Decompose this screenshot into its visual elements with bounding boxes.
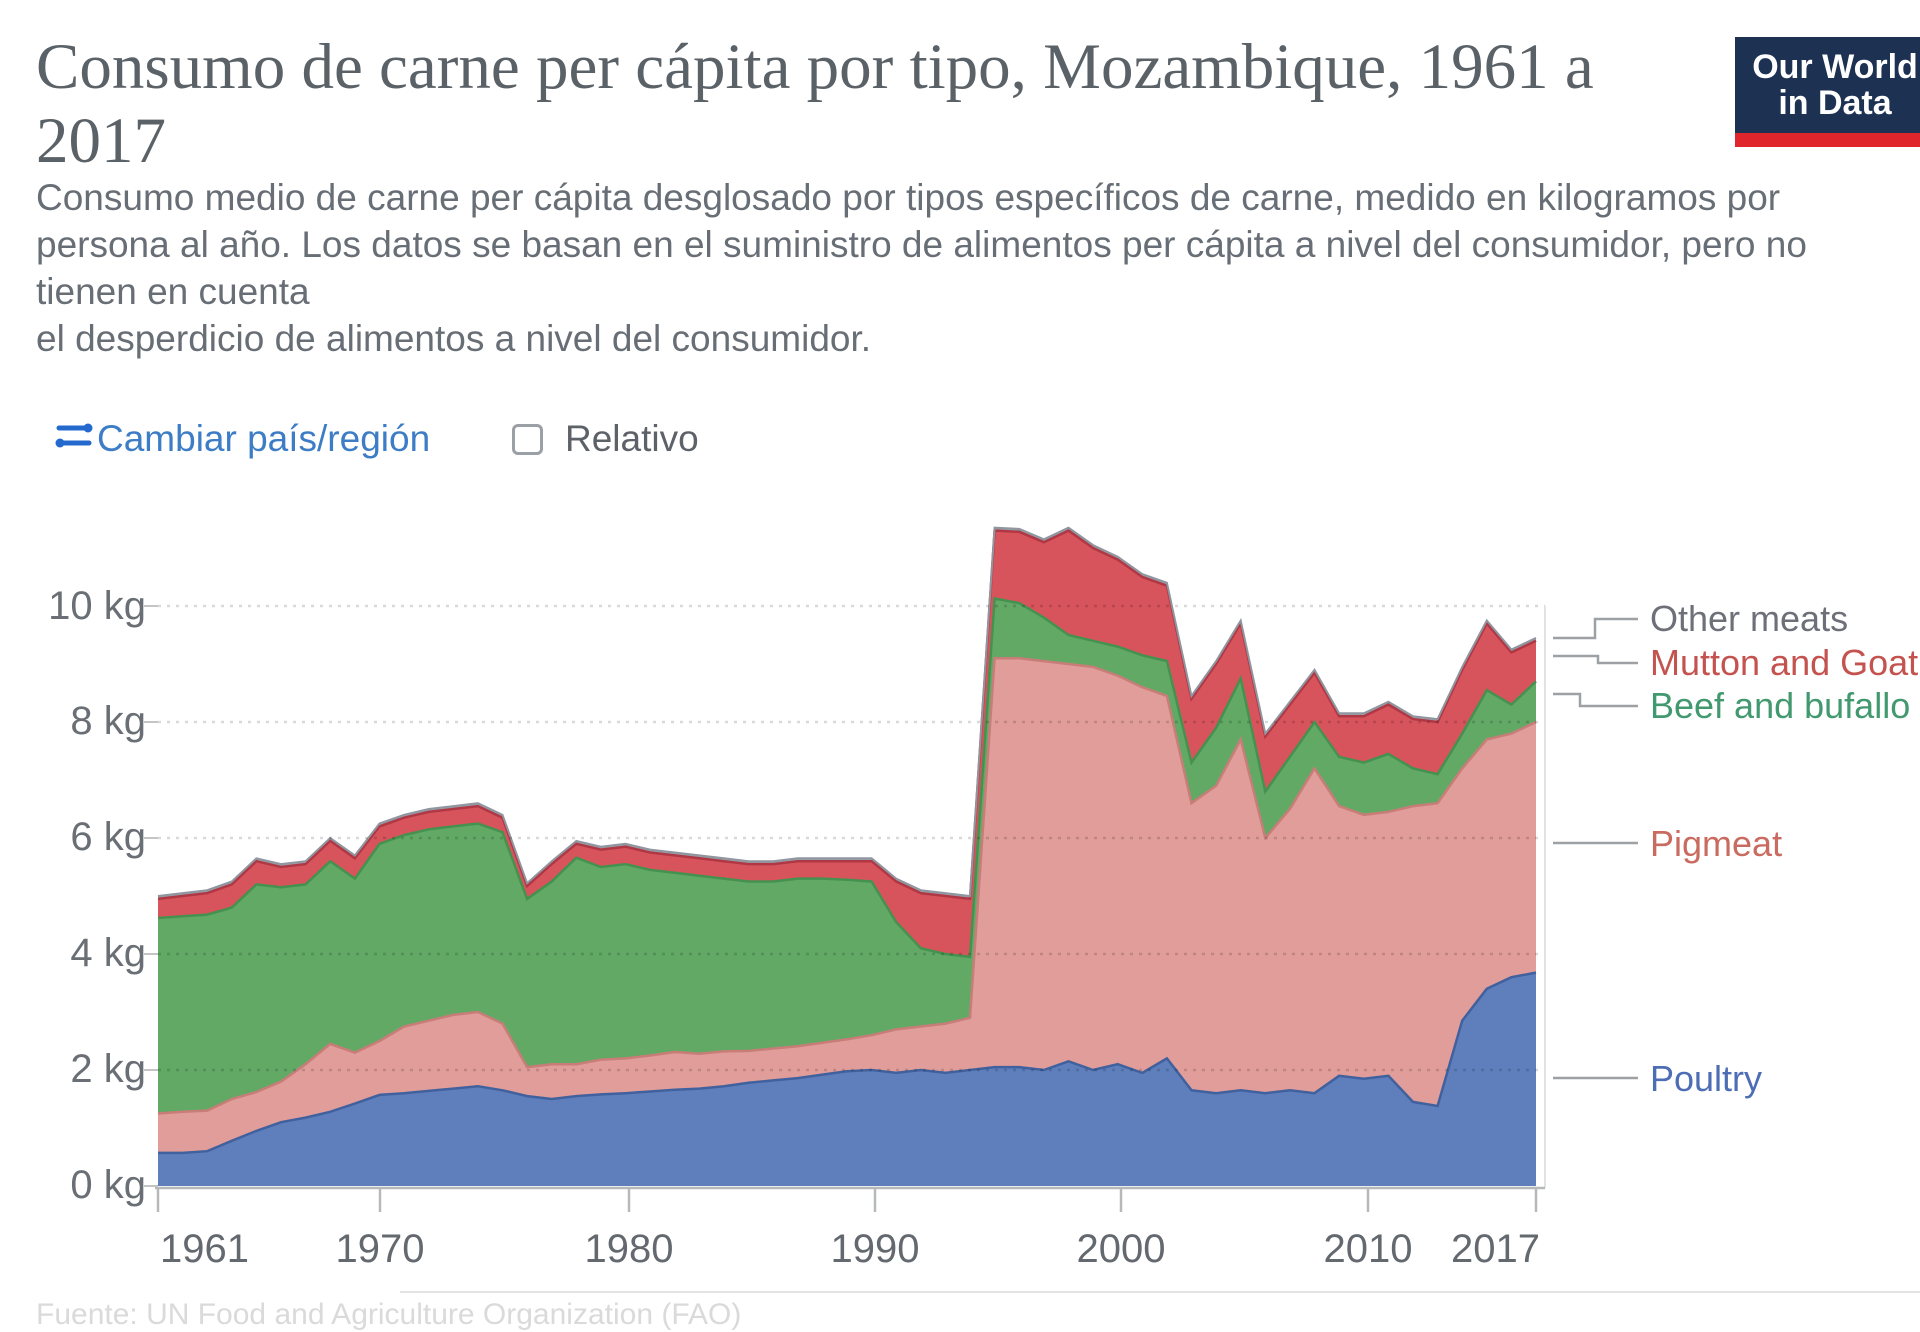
svg-text:2010: 2010 (1324, 1227, 1413, 1271)
svg-text:1990: 1990 (831, 1227, 920, 1271)
svg-text:Other meats: Other meats (1650, 598, 1848, 639)
svg-text:0 kg: 0 kg (70, 1163, 146, 1207)
svg-text:2017: 2017 (1451, 1227, 1540, 1271)
svg-text:Poultry: Poultry (1650, 1058, 1762, 1099)
svg-text:2 kg: 2 kg (70, 1047, 146, 1091)
svg-text:Beef and bufallo: Beef and bufallo (1650, 685, 1910, 726)
svg-text:1970: 1970 (336, 1227, 425, 1271)
svg-text:6 kg: 6 kg (70, 815, 146, 859)
svg-text:10 kg: 10 kg (48, 584, 146, 628)
svg-text:4 kg: 4 kg (70, 931, 146, 975)
svg-text:1980: 1980 (585, 1227, 674, 1271)
svg-text:1961: 1961 (160, 1227, 249, 1271)
svg-text:Pigmeat: Pigmeat (1650, 823, 1782, 864)
svg-text:Mutton and Goat: Mutton and Goat (1650, 642, 1918, 683)
svg-text:2000: 2000 (1077, 1227, 1166, 1271)
svg-text:8 kg: 8 kg (70, 699, 146, 743)
